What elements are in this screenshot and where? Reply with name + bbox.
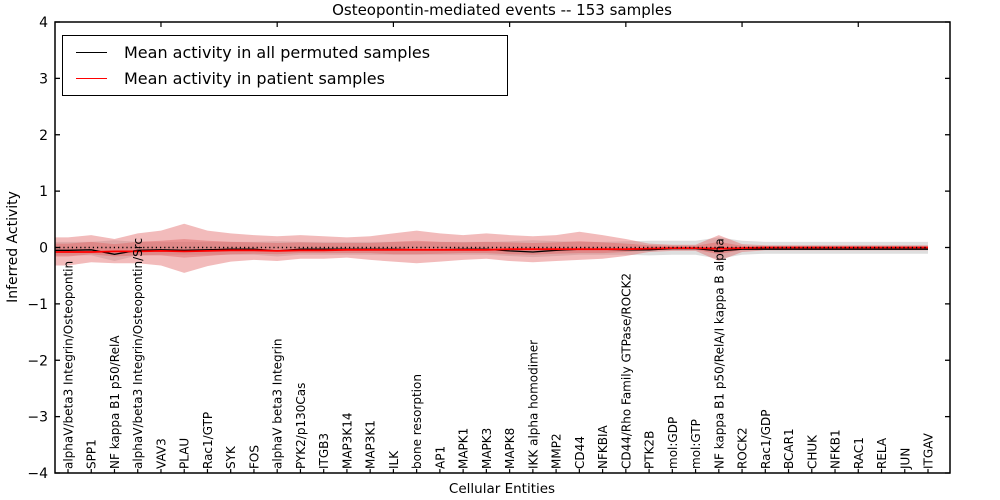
y-tick-label: 0 xyxy=(39,241,48,257)
x-tick-label: JUN xyxy=(898,448,912,470)
x-tick-label: MAPK1 xyxy=(457,428,471,469)
x-tick-label: ILK xyxy=(387,450,401,469)
legend-label-permuted: Mean activity in all permuted samples xyxy=(124,43,431,62)
y-axis-label: Inferred Activity xyxy=(5,191,21,303)
x-tick-label: RELA xyxy=(875,437,889,469)
x-tick-label: alphaV/beta3 Integrin/Osteopontin/Src xyxy=(131,238,145,469)
x-tick-label: ITGB3 xyxy=(317,433,331,469)
x-tick-label: SYK xyxy=(224,445,238,469)
x-axis-label: Cellular Entities xyxy=(448,481,556,497)
x-tick-label: CD44/Rho Family GTPase/ROCK2 xyxy=(619,273,633,469)
x-tick-label: MAPK8 xyxy=(503,428,517,469)
x-tick-label: MAP3K14 xyxy=(340,412,354,469)
legend: Mean activity in all permuted samples Me… xyxy=(62,35,508,96)
x-tick-label: CD44 xyxy=(573,436,587,469)
x-tick-label: alphaV/beta3 Integrin/Osteopontin xyxy=(62,261,76,469)
x-tick-label: NFKBIA xyxy=(596,424,610,469)
x-tick-label: mol:GDP xyxy=(666,417,680,469)
y-tick-label: 4 xyxy=(39,15,48,31)
y-tick-label: 3 xyxy=(39,71,48,87)
x-tick-label: MAP3K1 xyxy=(364,420,378,469)
series-line-patient xyxy=(55,246,928,253)
x-tick-label: ITGAV xyxy=(922,432,936,469)
x-tick-label: CHUK xyxy=(805,434,819,469)
x-tick-label: PLAU xyxy=(178,438,192,469)
chart-title: Osteopontin-mediated events -- 153 sampl… xyxy=(332,1,672,19)
y-tick-label: 2 xyxy=(39,128,48,144)
y-tick-label: 1 xyxy=(39,184,48,200)
x-tick-label: Rac1/GDP xyxy=(759,410,773,469)
x-tick-label: FOS xyxy=(247,445,261,469)
x-tick-label: mol:GTP xyxy=(689,419,703,469)
x-tick-label: NF kappa B1 p50/RelA/I kappa B alpha xyxy=(712,238,726,469)
x-tick-label: BCAR1 xyxy=(782,428,796,469)
x-tick-label: alphaV beta3 Integrin xyxy=(271,338,285,469)
legend-label-patient: Mean activity in patient samples xyxy=(124,69,385,88)
x-tick-label: VAV3 xyxy=(154,438,168,469)
y-tick-label: −4 xyxy=(27,466,48,482)
band-1 xyxy=(55,223,928,273)
legend-entry-permuted: Mean activity in all permuted samples xyxy=(63,43,507,62)
permuted-line-swatch xyxy=(76,52,107,53)
x-tick-label: PYK2/p130Cas xyxy=(294,383,308,469)
band-2 xyxy=(55,239,928,258)
y-tick-label: −3 xyxy=(27,410,48,426)
x-tick-label: SPP1 xyxy=(85,439,99,469)
x-tick-label: AP1 xyxy=(433,446,447,469)
x-tick-label: IKK alpha homodimer xyxy=(526,340,540,469)
x-tick-label: ROCK2 xyxy=(736,427,750,469)
x-tick-label: NF kappa B1 p50/RelA xyxy=(108,335,122,469)
x-tick-label: NFKB1 xyxy=(829,429,843,469)
y-tick-label: −1 xyxy=(27,297,48,313)
x-tick-label: RAC1 xyxy=(852,437,866,469)
x-tick-label: PTK2B xyxy=(643,431,657,469)
y-tick-label: −2 xyxy=(27,353,48,369)
patient-line-swatch xyxy=(76,78,107,79)
x-tick-label: bone resorption xyxy=(410,374,424,469)
legend-entry-patient: Mean activity in patient samples xyxy=(63,69,507,88)
x-tick-label: MMP2 xyxy=(550,433,564,469)
x-tick-label: Rac1/GTP xyxy=(201,412,215,469)
x-tick-label: MAPK3 xyxy=(480,428,494,469)
